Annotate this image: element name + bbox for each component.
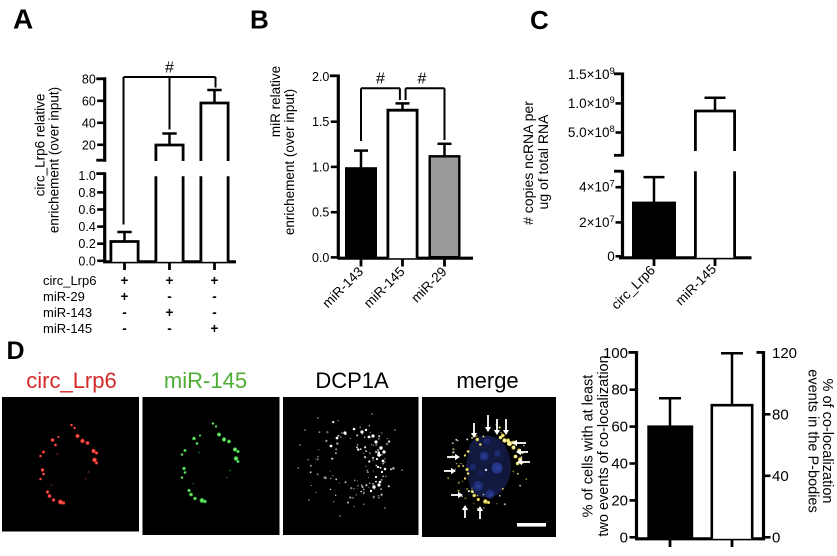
svg-text:D: D: [7, 337, 25, 365]
svg-text:miR-145: miR-145: [164, 368, 247, 393]
svg-text:120: 120: [772, 345, 797, 362]
svg-text:0.0: 0.0: [78, 254, 95, 268]
svg-text:1.0×109: 1.0×109: [568, 95, 615, 111]
svg-text:enrichement (over input): enrichement (over input): [46, 87, 61, 233]
svg-text:+: +: [211, 273, 219, 288]
svg-text:5.0×108: 5.0×108: [568, 124, 615, 140]
svg-text:miR-143: miR-143: [43, 305, 92, 320]
svg-text:-: -: [167, 321, 172, 336]
svg-text:two events of co-localization: two events of co-localization: [596, 355, 612, 536]
svg-text:4×107: 4×107: [579, 179, 615, 195]
svg-text:#: #: [165, 60, 174, 77]
svg-text:0.0: 0.0: [312, 251, 329, 265]
svg-text:80: 80: [772, 406, 789, 423]
svg-text:0.8: 0.8: [78, 186, 95, 200]
svg-text:miR-145: miR-145: [43, 321, 92, 336]
svg-text:circ_Lrp6 relative: circ_Lrp6 relative: [33, 94, 48, 197]
svg-text:-: -: [167, 289, 172, 304]
svg-text:#: #: [376, 71, 385, 88]
svg-text:40: 40: [772, 468, 789, 485]
svg-text:1.5×109: 1.5×109: [568, 66, 615, 82]
svg-text:1.0: 1.0: [312, 160, 329, 174]
svg-text:-: -: [122, 305, 127, 320]
svg-text:80: 80: [611, 382, 628, 399]
svg-text:2×107: 2×107: [579, 214, 615, 230]
svg-text:% of cells with at least: % of cells with at least: [581, 375, 597, 518]
svg-text:-: -: [212, 305, 217, 320]
svg-text:#: #: [418, 71, 427, 88]
svg-text:enrichement (over input): enrichement (over input): [282, 89, 297, 235]
svg-text:B: B: [250, 5, 269, 35]
svg-text:+: +: [166, 305, 174, 320]
svg-text:events in the P-bodies: events in the P-bodies: [805, 369, 821, 512]
svg-text:+: +: [166, 273, 174, 288]
svg-text:A: A: [13, 4, 33, 35]
svg-text:0: 0: [772, 529, 780, 546]
svg-text:60: 60: [611, 419, 628, 436]
svg-text:40: 40: [82, 116, 96, 130]
svg-text:0: 0: [620, 529, 628, 546]
svg-text:-: -: [212, 289, 217, 304]
svg-text:0.2: 0.2: [78, 237, 95, 251]
svg-text:100: 100: [603, 345, 628, 362]
svg-text:ug of total RNA: ug of total RNA: [535, 114, 551, 210]
svg-text:circ_Lrp6: circ_Lrp6: [26, 368, 116, 393]
svg-text:+: +: [121, 289, 129, 304]
svg-text:-: -: [122, 321, 127, 336]
svg-text:merge: merge: [456, 368, 518, 393]
svg-text:0.5: 0.5: [312, 206, 329, 220]
svg-text:2.0: 2.0: [312, 70, 329, 84]
svg-text:40: 40: [611, 456, 628, 473]
svg-text:1.0: 1.0: [78, 169, 95, 183]
svg-text:1.5: 1.5: [312, 115, 329, 129]
svg-text:0: 0: [607, 249, 615, 264]
svg-text:% of co-localization: % of co-localization: [819, 379, 835, 504]
svg-text:+: +: [211, 321, 219, 336]
svg-text:circ_Lrp6: circ_Lrp6: [43, 273, 96, 288]
svg-text:C: C: [530, 5, 549, 35]
svg-text:20: 20: [82, 138, 96, 152]
svg-text:0.4: 0.4: [78, 220, 95, 234]
svg-text:miR-29: miR-29: [43, 289, 85, 304]
svg-text:+: +: [121, 273, 129, 288]
svg-text:# copies ncRNA per: # copies ncRNA per: [520, 101, 536, 225]
svg-text:80: 80: [82, 72, 96, 86]
svg-text:20: 20: [611, 492, 628, 509]
svg-text:miR relative: miR relative: [268, 66, 283, 137]
svg-text:60: 60: [82, 94, 96, 108]
svg-text:DCP1A: DCP1A: [315, 368, 389, 393]
svg-text:0.6: 0.6: [78, 203, 95, 217]
